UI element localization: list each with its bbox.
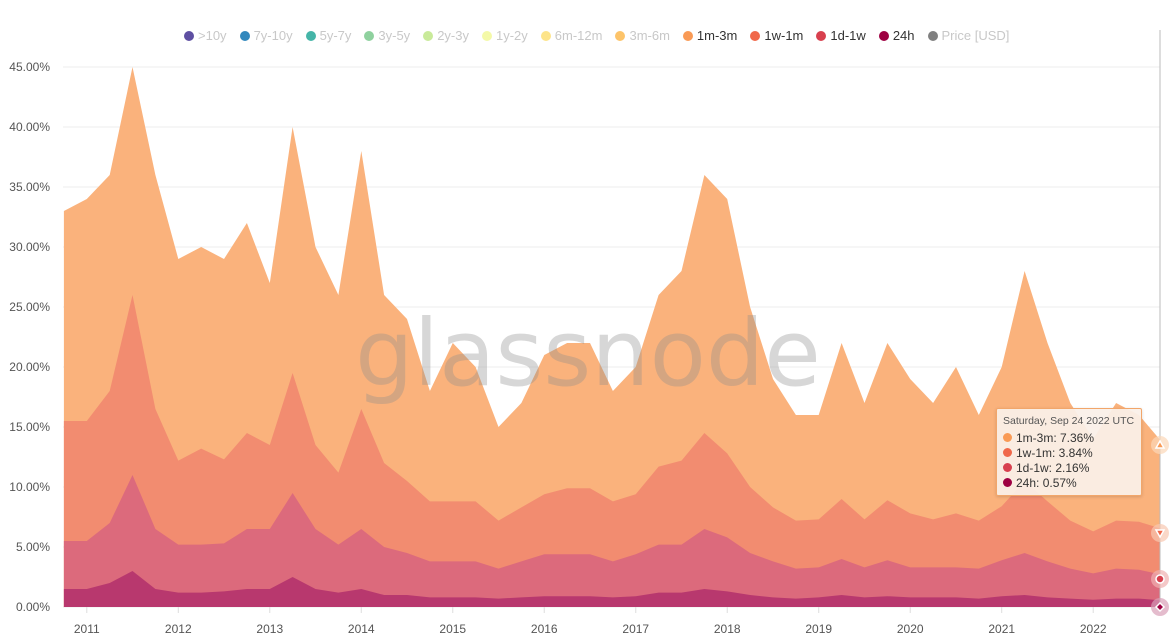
circle-marker-icon (1155, 574, 1165, 584)
legend-dot-icon (423, 30, 434, 41)
y-tick-label: 5.00% (16, 540, 50, 554)
legend-dot-icon (481, 30, 492, 41)
x-tick-label: 2016 (531, 622, 558, 636)
triangle-up-marker-icon (1154, 439, 1166, 449)
tooltip: Saturday, Sep 24 2022 UTC 1m-3m: 7.36% 1… (996, 408, 1142, 496)
watermark-logo: glassnode (355, 300, 821, 407)
x-tick-label: 2011 (74, 622, 100, 636)
series-dot-icon (1003, 478, 1012, 487)
x-tick-label: 2021 (988, 622, 1015, 636)
triangle-down-marker-icon (1154, 529, 1166, 539)
legend-item-3y-5y[interactable]: 3y-5y (364, 28, 410, 43)
legend-label: >10y (198, 28, 227, 43)
legend-label: 3y-5y (378, 28, 411, 43)
legend-item-6m-12m[interactable]: 6m-12m (540, 28, 603, 43)
series-dot-icon (1003, 463, 1012, 472)
y-tick-label: 10.00% (9, 480, 50, 494)
legend-label: 24h (892, 28, 915, 43)
legend-item-1d-1w[interactable]: 1d-1w (816, 28, 866, 43)
y-tick-label: 0.00% (16, 600, 50, 614)
tooltip-date: Saturday, Sep 24 2022 UTC (1003, 415, 1135, 427)
legend-item-1m-3m[interactable]: 1m-3m (682, 28, 738, 43)
series-dot-icon (1003, 433, 1012, 442)
legend-dot-icon (615, 30, 626, 41)
legend-dot-icon (816, 30, 827, 41)
tooltip-row-1d-1w: 1d-1w: 2.16% (1003, 460, 1141, 475)
y-tick-label: 15.00% (9, 420, 50, 434)
legend-item-price--usd-[interactable]: Price [USD] (927, 28, 1010, 43)
legend-dot-icon (184, 30, 194, 41)
legend-item-24h[interactable]: 24h (878, 28, 915, 43)
x-tick-label: 2014 (348, 622, 375, 636)
legend-label: 6m-12m (554, 28, 603, 43)
diamond-marker-icon (1154, 601, 1166, 613)
legend-item-5y-7y[interactable]: 5y-7y (305, 28, 352, 43)
legend-item-3m-6m[interactable]: 3m-6m (615, 28, 670, 43)
x-tick-label: 2012 (165, 622, 192, 636)
y-tick-label: 20.00% (9, 360, 50, 374)
x-tick-label: 2015 (439, 622, 466, 636)
legend-dot-icon (364, 30, 375, 41)
legend-item-2y-3y[interactable]: 2y-3y (423, 28, 469, 43)
area-24h (63, 571, 1160, 607)
legend-item-1w-1m[interactable]: 1w-1m (750, 28, 803, 43)
legend-label: Price [USD] (941, 28, 1010, 43)
y-tick-label: 35.00% (9, 180, 50, 194)
tooltip-row-24h: 24h: 0.57% (1003, 475, 1141, 490)
legend-label: 1w-1m (764, 28, 804, 43)
legend-label: 1m-3m (696, 28, 738, 43)
legend-item-7y-10y[interactable]: 7y-10y (239, 28, 293, 43)
area-1d-1w (63, 475, 1160, 607)
area-1w-1m (63, 295, 1160, 607)
area-1m-3m (63, 67, 1160, 607)
legend-dot-icon (927, 30, 938, 41)
y-tick-label: 45.00% (9, 60, 50, 74)
tooltip-row-1m-3m: 1m-3m: 7.36% (1003, 430, 1141, 445)
y-tick-label: 25.00% (9, 300, 50, 314)
legend-label: 7y-10y (253, 28, 293, 43)
legend-label: 1y-2y (495, 28, 528, 43)
y-tick-label: 40.00% (9, 120, 50, 134)
x-tick-label: 2019 (805, 622, 832, 636)
legend-dot-icon (682, 30, 693, 41)
legend-label: 3m-6m (629, 28, 670, 43)
legend-item--10y[interactable]: >10y (184, 28, 227, 43)
legend-dot-icon (239, 30, 250, 41)
x-tick-label: 2018 (714, 622, 741, 636)
legend: >10y 7y-10y 5y-7y 3y-5y 2y-3y 1y-2y 6m-12m 3m-6… (184, 28, 1022, 43)
legend-item-1y-2y[interactable]: 1y-2y (481, 28, 528, 43)
series-dot-icon (1003, 448, 1012, 457)
x-tick-label: 2022 (1080, 622, 1107, 636)
legend-dot-icon (540, 30, 551, 41)
legend-label: 2y-3y (437, 28, 469, 43)
legend-dot-icon (305, 30, 316, 41)
legend-label: 1d-1w (830, 28, 866, 43)
y-tick-label: 30.00% (9, 240, 50, 254)
legend-dot-icon (878, 30, 889, 41)
x-tick-label: 2017 (622, 622, 649, 636)
x-tick-label: 2013 (256, 622, 283, 636)
legend-dot-icon (750, 30, 761, 41)
legend-label: 5y-7y (319, 28, 352, 43)
tooltip-row-1w-1m: 1w-1m: 3.84% (1003, 445, 1141, 460)
x-tick-label: 2020 (897, 622, 924, 636)
